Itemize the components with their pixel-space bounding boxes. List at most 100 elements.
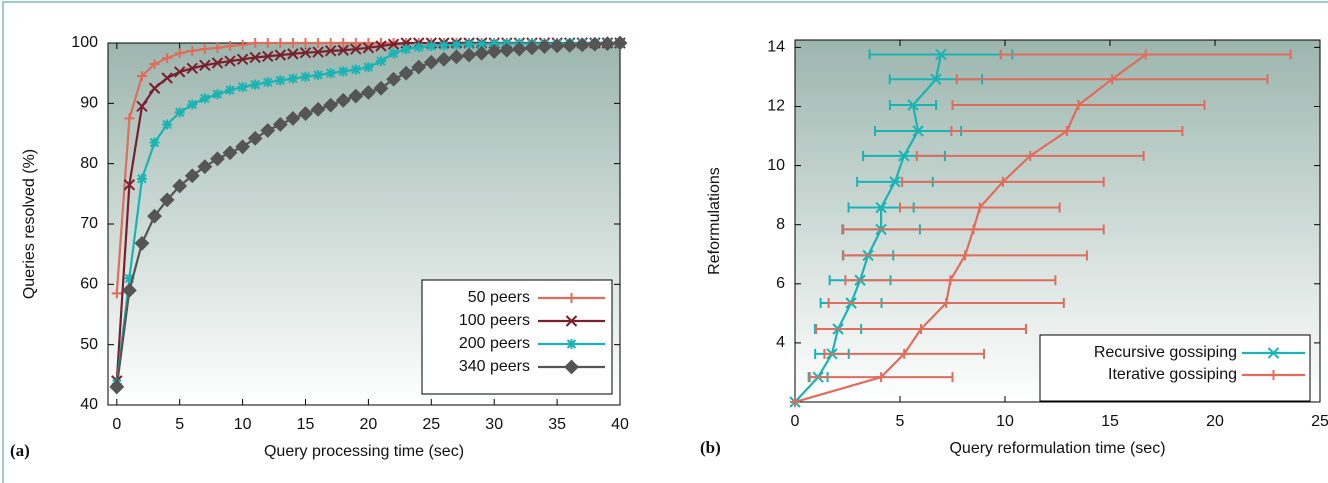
data-point xyxy=(401,44,412,55)
data-point xyxy=(247,130,263,146)
x-tick-label: 0 xyxy=(791,413,800,430)
data-point xyxy=(524,40,540,56)
y-tick-label: 4 xyxy=(776,334,785,351)
data-point xyxy=(337,44,349,56)
data-point xyxy=(262,77,273,88)
data-point xyxy=(136,71,147,82)
data-point xyxy=(499,42,515,58)
y-tick-label: 80 xyxy=(80,155,98,172)
x-tick-label: 35 xyxy=(548,416,566,433)
data-point xyxy=(134,235,150,251)
data-point xyxy=(997,176,1008,187)
data-point xyxy=(486,44,502,59)
data-point xyxy=(199,93,210,104)
data-point xyxy=(1061,126,1072,137)
data-point xyxy=(338,38,349,48)
data-point xyxy=(464,39,475,50)
data-point xyxy=(237,82,248,93)
data-point xyxy=(161,72,173,84)
data-point xyxy=(136,173,147,184)
data-point xyxy=(136,100,148,113)
data-point xyxy=(299,46,312,59)
legend-swatch xyxy=(564,359,579,375)
legend-label: 340 peers xyxy=(459,358,530,375)
y-tick-label: 60 xyxy=(80,276,98,293)
data-point xyxy=(1140,49,1151,60)
data-point xyxy=(260,123,276,138)
data-point xyxy=(162,119,173,130)
data-point xyxy=(363,38,374,48)
y-tick-label: 50 xyxy=(80,336,98,353)
data-point xyxy=(186,62,198,75)
data-point xyxy=(147,208,162,224)
data-point xyxy=(212,89,223,100)
data-point xyxy=(350,38,361,48)
data-point xyxy=(172,178,188,194)
data-point xyxy=(285,111,301,126)
data-point xyxy=(187,45,198,56)
data-point xyxy=(235,139,251,155)
data-point xyxy=(250,38,261,48)
data-point xyxy=(300,71,311,82)
y-tick-label: 6 xyxy=(776,275,785,292)
y-tick-label: 14 xyxy=(767,39,785,56)
data-point xyxy=(149,137,160,148)
data-point xyxy=(968,224,979,235)
data-point xyxy=(350,64,361,75)
data-point xyxy=(398,65,414,81)
data-point xyxy=(184,168,200,184)
data-point xyxy=(124,273,135,284)
data-point xyxy=(323,97,339,113)
data-point xyxy=(362,42,375,54)
data-point xyxy=(899,348,910,359)
x-tick-label: 20 xyxy=(1206,413,1224,430)
x-tick-label: 20 xyxy=(360,416,378,433)
x-tick-label: 10 xyxy=(234,416,252,433)
x-tick-label: 30 xyxy=(485,416,503,433)
data-point xyxy=(960,250,971,261)
data-point xyxy=(287,48,299,60)
x-axis-label: Query processing time (sec) xyxy=(264,443,464,460)
data-point xyxy=(935,48,947,61)
data-point xyxy=(338,66,349,77)
data-point xyxy=(312,46,324,58)
y-tick-label: 90 xyxy=(80,95,98,112)
data-point xyxy=(363,62,374,73)
data-point xyxy=(275,75,286,86)
x-tick-label: 0 xyxy=(112,416,121,433)
data-point xyxy=(511,41,527,57)
legend-label: Iterative gossiping xyxy=(1108,366,1237,383)
data-point xyxy=(249,51,261,64)
data-point xyxy=(489,38,500,49)
data-point xyxy=(324,45,337,57)
data-point xyxy=(375,56,386,67)
data-point xyxy=(916,324,926,335)
data-point xyxy=(790,397,800,407)
data-point xyxy=(262,38,273,48)
y-axis-label: Queries resolved (%) xyxy=(21,149,38,299)
legend-swatch xyxy=(566,339,577,349)
data-point xyxy=(876,372,887,383)
legend-label: 100 peers xyxy=(459,312,530,329)
x-tick-label: 10 xyxy=(996,413,1014,430)
data-point xyxy=(537,39,552,55)
data-point xyxy=(236,53,249,65)
x-tick-label: 15 xyxy=(1101,413,1119,430)
data-point xyxy=(907,99,919,111)
y-axis-label: Reformulations xyxy=(706,167,723,275)
data-point xyxy=(612,35,628,51)
data-point xyxy=(436,51,452,67)
data-point xyxy=(941,298,952,309)
data-point xyxy=(1107,74,1118,85)
data-point xyxy=(587,36,603,52)
data-point xyxy=(350,43,362,55)
data-point xyxy=(476,39,487,50)
data-point xyxy=(212,42,223,53)
data-point xyxy=(574,37,590,53)
data-point xyxy=(210,151,225,167)
data-point xyxy=(898,150,910,162)
data-point xyxy=(325,38,336,48)
legend-swatch xyxy=(1267,347,1280,359)
data-point xyxy=(224,55,236,67)
